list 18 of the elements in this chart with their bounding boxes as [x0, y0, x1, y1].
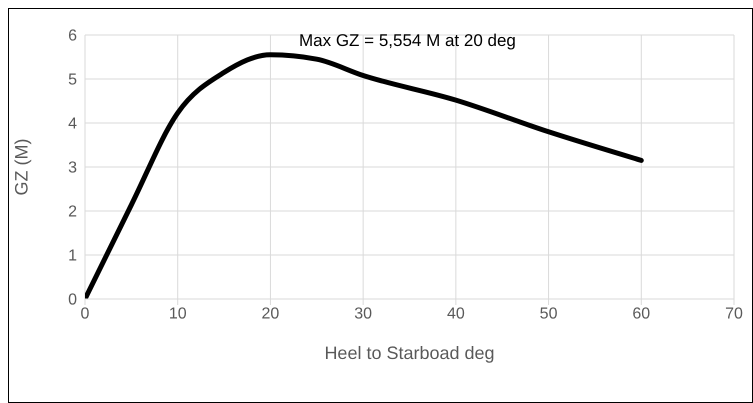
y-tick-label: 6 [68, 28, 78, 45]
y-tick-label: 5 [68, 72, 78, 89]
x-axis-title: Heel to Starboad deg [324, 343, 495, 363]
x-tick-label: 60 [632, 305, 650, 322]
y-tick-label: 3 [68, 160, 78, 177]
y-tick-label: 1 [68, 248, 78, 265]
x-tick-label: 50 [540, 305, 558, 322]
x-tick-label: 70 [725, 305, 743, 322]
x-tick-label: 30 [354, 305, 372, 322]
x-tick-label: 20 [262, 305, 280, 322]
x-tick-label: 40 [446, 305, 465, 322]
x-tick-label: 10 [168, 305, 187, 322]
y-axis-title: GZ (M) [11, 138, 32, 196]
y-tick-label: 2 [68, 204, 78, 221]
x-tick-label: 0 [80, 305, 90, 322]
y-tick-label: 4 [68, 116, 78, 133]
annotation: Max GZ = 5,554 M at 20 deg [299, 31, 516, 51]
y-tick-label: 0 [68, 292, 78, 309]
